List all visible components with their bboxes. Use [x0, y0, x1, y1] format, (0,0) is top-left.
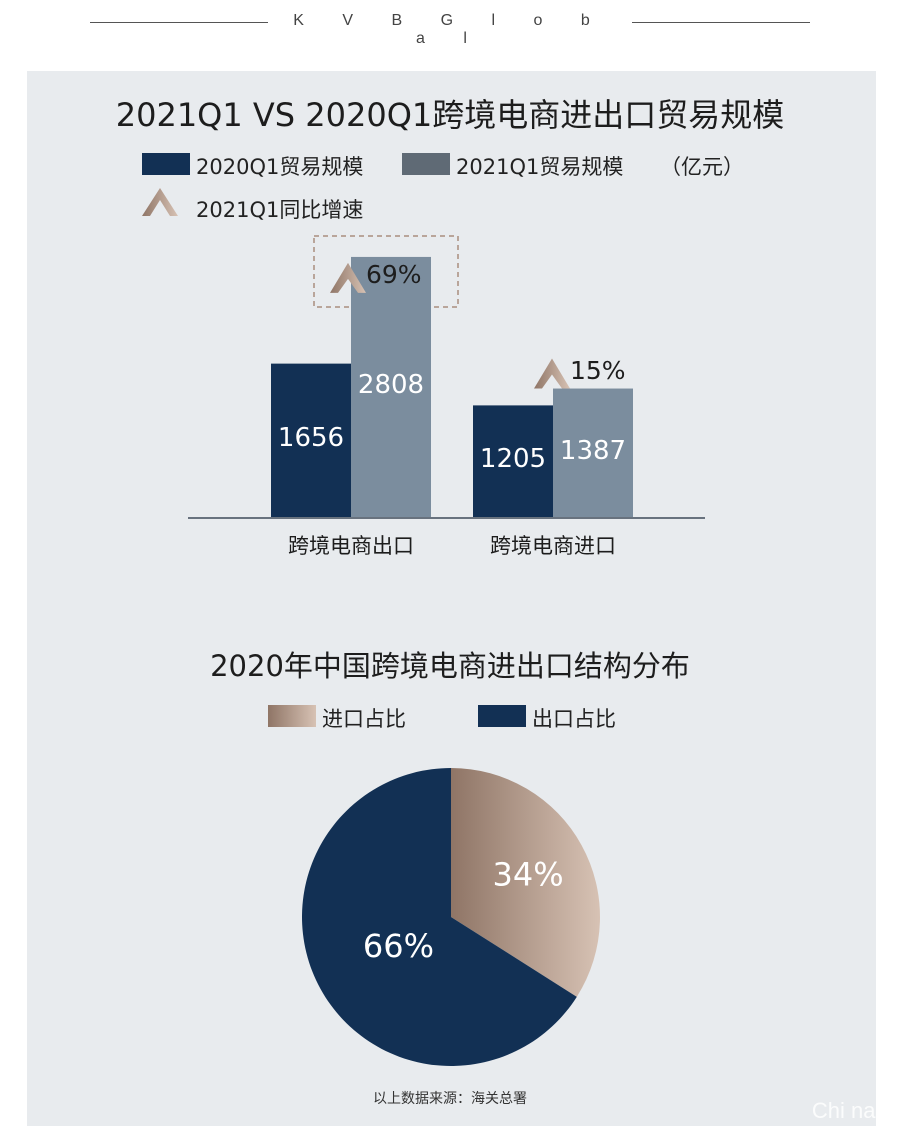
bar-value-label: 1205 [479, 444, 547, 475]
bar-value-label: 2808 [357, 369, 425, 400]
bar-2021q1-import [553, 388, 633, 517]
watermark: Chi na2a [811, 1098, 900, 1123]
pie-percent-label: 34% [493, 856, 564, 894]
legend-swatch-import [268, 705, 316, 727]
category-label: 跨境电商进口 [490, 534, 616, 558]
bar-chart-title: 2021Q1 VS 2020Q1跨境电商进出口贸易规模 [115, 96, 785, 134]
growth-rate-label: 69% [366, 259, 422, 289]
bar-value-label: 1656 [277, 423, 345, 454]
header-rule-right [632, 22, 810, 23]
legend-label-export: 出口占比 [532, 707, 616, 731]
legend-swatch-2020 [142, 153, 190, 175]
pie-percent-label: 66% [363, 927, 434, 965]
pie-chart-title: 2020年中国跨境电商进出口结构分布 [210, 649, 690, 683]
bar-2021q1-export [351, 256, 431, 517]
bar-2020q1-import [473, 405, 553, 517]
growth-arrow-icon [534, 358, 570, 389]
legend-label-growth: 2021Q1同比增速 [196, 198, 364, 222]
legend-growth-icon [142, 188, 178, 216]
legend-swatch-2021 [402, 153, 450, 175]
legend-label-import: 进口占比 [322, 707, 406, 731]
legend-unit: （亿元） [660, 155, 744, 179]
growth-arrow-icon [330, 262, 366, 293]
pie-slice-import [451, 768, 600, 997]
growth-highlight-box [313, 235, 459, 308]
growth-rate-label: 15% [570, 355, 626, 385]
bar-2020q1-export [271, 363, 351, 517]
legend-swatch-export [478, 705, 526, 727]
category-label: 跨境电商出口 [288, 534, 414, 558]
bar-value-label: 1387 [559, 435, 627, 466]
legend-label-2020: 2020Q1贸易规模 [196, 155, 364, 179]
legend-label-2021: 2021Q1贸易规模 [456, 155, 624, 179]
data-source-note: 以上数据来源：海关总署 [373, 1091, 527, 1107]
pie-slice-export [301, 768, 577, 1067]
header-rule-left [90, 22, 268, 23]
brand-name: K V B G l o b a l [293, 12, 607, 47]
